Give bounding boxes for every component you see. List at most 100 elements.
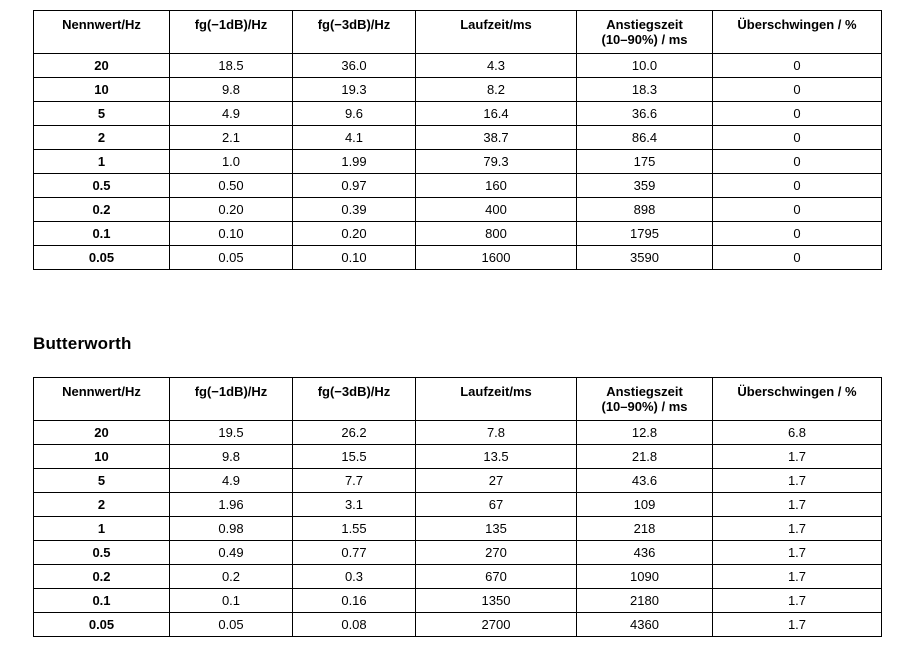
table-cell: 21.8 bbox=[576, 444, 713, 469]
table-cell: 0.50 bbox=[169, 173, 293, 198]
column-header-label: (10–90%) / ms bbox=[601, 32, 688, 47]
table-cell: 67 bbox=[415, 492, 577, 517]
table-cell: 1.7 bbox=[712, 492, 882, 517]
header-row: Nennwert/Hz fg(−1dB)/Hz fg(−3dB)/Hz Lauf… bbox=[33, 377, 882, 421]
table-cell: 4.9 bbox=[169, 468, 293, 493]
table-cell: 36.6 bbox=[576, 101, 713, 126]
row-header-cell: 1 bbox=[33, 516, 170, 541]
table-cell: 7.7 bbox=[292, 468, 416, 493]
table-cell: 0 bbox=[712, 197, 882, 222]
table-cell: 0.10 bbox=[292, 245, 416, 270]
characteristics-table-1: Nennwert/Hz fg(−1dB)/Hz fg(−3dB)/Hz Lauf… bbox=[33, 10, 882, 270]
table-row: 20 18.5 36.0 4.3 10.0 0 bbox=[33, 53, 882, 78]
column-header-laufzeit: Laufzeit/ms bbox=[415, 10, 577, 54]
table-row: 20 19.5 26.2 7.8 12.8 6.8 bbox=[33, 420, 882, 445]
table-cell: 2.1 bbox=[169, 125, 293, 150]
table-cell: 1090 bbox=[576, 564, 713, 589]
table-cell: 436 bbox=[576, 540, 713, 565]
table-cell: 4.9 bbox=[169, 101, 293, 126]
column-header-fg-1db: fg(−1dB)/Hz bbox=[169, 10, 293, 54]
table-cell: 3590 bbox=[576, 245, 713, 270]
table-row: 2 2.1 4.1 38.7 86.4 0 bbox=[33, 125, 882, 150]
table-cell: 12.8 bbox=[576, 420, 713, 445]
table-cell: 18.5 bbox=[169, 53, 293, 78]
table-cell: 0.3 bbox=[292, 564, 416, 589]
table-row: 10 9.8 19.3 8.2 18.3 0 bbox=[33, 77, 882, 102]
table-cell: 27 bbox=[415, 468, 577, 493]
table-cell: 1.7 bbox=[712, 564, 882, 589]
column-header-label: Nennwert/Hz bbox=[62, 17, 141, 32]
table-cell: 0.10 bbox=[169, 221, 293, 246]
table-cell: 10.0 bbox=[576, 53, 713, 78]
table-row: 0.05 0.05 0.10 1600 3590 0 bbox=[33, 245, 882, 270]
table-cell: 270 bbox=[415, 540, 577, 565]
table-cell: 19.5 bbox=[169, 420, 293, 445]
column-header-label: Nennwert/Hz bbox=[62, 384, 141, 399]
row-header-cell: 10 bbox=[33, 444, 170, 469]
column-header-laufzeit: Laufzeit/ms bbox=[415, 377, 577, 421]
table-row: 0.5 0.50 0.97 160 359 0 bbox=[33, 173, 882, 198]
table-cell: 1.7 bbox=[712, 588, 882, 613]
table-cell: 135 bbox=[415, 516, 577, 541]
table-cell: 13.5 bbox=[415, 444, 577, 469]
table-cell: 1.0 bbox=[169, 149, 293, 174]
column-header-fg-3db: fg(−3dB)/Hz bbox=[292, 377, 416, 421]
row-header-cell: 0.5 bbox=[33, 540, 170, 565]
table-cell: 175 bbox=[576, 149, 713, 174]
row-header-cell: 0.05 bbox=[33, 612, 170, 637]
row-header-cell: 0.1 bbox=[33, 221, 170, 246]
table-cell: 0 bbox=[712, 173, 882, 198]
table-cell: 109 bbox=[576, 492, 713, 517]
row-header-cell: 5 bbox=[33, 101, 170, 126]
column-header-anstiegszeit: Anstiegszeit (10–90%) / ms bbox=[576, 10, 713, 54]
table-cell: 18.3 bbox=[576, 77, 713, 102]
table-cell: 2180 bbox=[576, 588, 713, 613]
column-header-label: fg(−3dB)/Hz bbox=[317, 17, 391, 32]
table-row: 0.5 0.49 0.77 270 436 1.7 bbox=[33, 540, 882, 565]
table-cell: 3.1 bbox=[292, 492, 416, 517]
column-header-fg-1db: fg(−1dB)/Hz bbox=[169, 377, 293, 421]
table-row: 2 1.96 3.1 67 109 1.7 bbox=[33, 492, 882, 517]
table-cell: 0 bbox=[712, 77, 882, 102]
column-header-label: fg(−1dB)/Hz bbox=[194, 384, 268, 399]
table-cell: 218 bbox=[576, 516, 713, 541]
table-cell: 9.6 bbox=[292, 101, 416, 126]
row-header-cell: 0.2 bbox=[33, 564, 170, 589]
table-cell: 1.7 bbox=[712, 540, 882, 565]
column-header-label: Laufzeit/ms bbox=[460, 17, 532, 32]
table-cell: 898 bbox=[576, 197, 713, 222]
row-header-cell: 0.2 bbox=[33, 197, 170, 222]
row-header-cell: 20 bbox=[33, 420, 170, 445]
table-cell: 1.55 bbox=[292, 516, 416, 541]
table-body: 20 18.5 36.0 4.3 10.0 0 10 9.8 19.3 8.2 18.3 0 5 4.9 9… bbox=[33, 53, 882, 270]
table-cell: 0.20 bbox=[169, 197, 293, 222]
table-cell: 4360 bbox=[576, 612, 713, 637]
table-cell: 0.05 bbox=[169, 245, 293, 270]
table-cell: 9.8 bbox=[169, 444, 293, 469]
table-cell: 670 bbox=[415, 564, 577, 589]
table-cell: 1795 bbox=[576, 221, 713, 246]
column-header-label: Überschwingen / % bbox=[737, 384, 857, 399]
table-cell: 0.98 bbox=[169, 516, 293, 541]
table-row: 0.2 0.2 0.3 670 1090 1.7 bbox=[33, 564, 882, 589]
table-cell: 0 bbox=[712, 101, 882, 126]
table-row: 5 4.9 7.7 27 43.6 1.7 bbox=[33, 468, 882, 493]
table-cell: 79.3 bbox=[415, 149, 577, 174]
table-cell: 1.7 bbox=[712, 468, 882, 493]
table-cell: 8.2 bbox=[415, 77, 577, 102]
table-cell: 0.49 bbox=[169, 540, 293, 565]
table-cell: 1600 bbox=[415, 245, 577, 270]
row-header-cell: 0.5 bbox=[33, 173, 170, 198]
table-cell: 0 bbox=[712, 149, 882, 174]
table-cell: 86.4 bbox=[576, 125, 713, 150]
table-cell: 0.39 bbox=[292, 197, 416, 222]
table-row: 0.1 0.10 0.20 800 1795 0 bbox=[33, 221, 882, 246]
row-header-cell: 2 bbox=[33, 492, 170, 517]
header-row: Nennwert/Hz fg(−1dB)/Hz fg(−3dB)/Hz Lauf… bbox=[33, 10, 882, 54]
row-header-cell: 20 bbox=[33, 53, 170, 78]
table-cell: 0.20 bbox=[292, 221, 416, 246]
table-body: 20 19.5 26.2 7.8 12.8 6.8 10 9.8 15.5 13.5 21.8 1.7… bbox=[33, 420, 882, 637]
column-header-nennwert: Nennwert/Hz bbox=[33, 377, 170, 421]
table-row: 0.2 0.20 0.39 400 898 0 bbox=[33, 197, 882, 222]
